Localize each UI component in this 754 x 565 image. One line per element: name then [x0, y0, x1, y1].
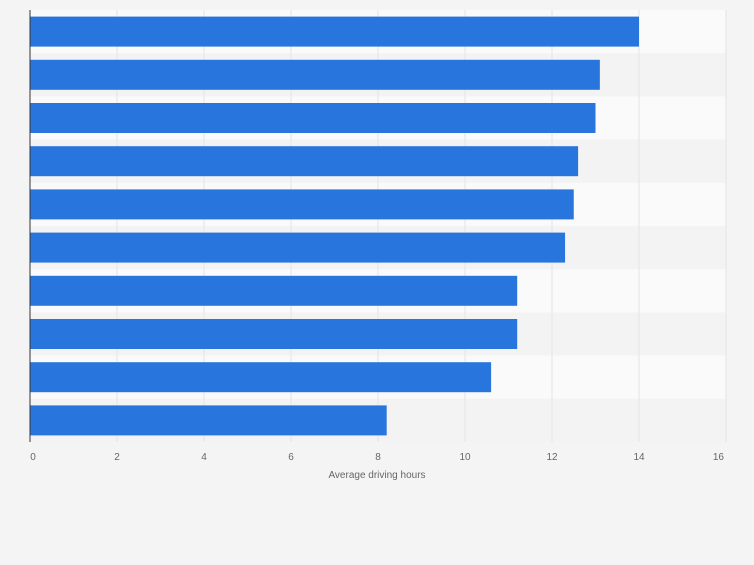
bar[interactable] [30, 146, 579, 177]
x-axis-label: Average driving hours [328, 470, 425, 481]
x-tick-label: 2 [114, 452, 120, 463]
bar[interactable] [30, 16, 639, 47]
bar[interactable] [30, 362, 492, 393]
x-tick-labels: 0 2 4 6 8 10 12 14 16 [30, 452, 724, 463]
bar[interactable] [30, 103, 596, 133]
bars [30, 16, 639, 436]
x-tick-label: 4 [201, 452, 207, 463]
x-tick-label: 6 [288, 452, 294, 463]
x-tick-label: 16 [713, 452, 725, 463]
bar[interactable] [30, 319, 518, 349]
x-tick-label: 8 [375, 452, 381, 463]
bar[interactable] [30, 189, 574, 220]
x-tick-label: 0 [30, 452, 36, 463]
x-tick-label: 14 [633, 452, 645, 463]
bar[interactable] [30, 232, 566, 263]
x-tick-label: 10 [459, 452, 471, 463]
bar[interactable] [30, 405, 387, 436]
bar[interactable] [30, 275, 518, 306]
bar[interactable] [30, 59, 600, 90]
x-tick-label: 12 [546, 452, 558, 463]
